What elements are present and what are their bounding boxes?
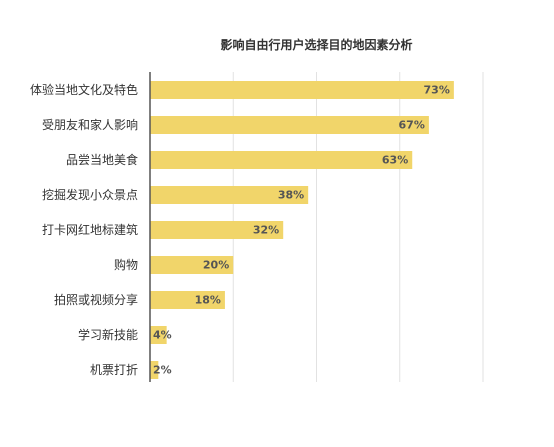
category-label: 品尝当地美食: [66, 152, 138, 167]
bar: [150, 151, 413, 169]
data-label: 73%: [424, 84, 450, 97]
data-label: 18%: [195, 294, 221, 307]
category-label: 打卡网红地标建筑: [42, 222, 138, 237]
category-label: 拍照或视频分享: [54, 292, 138, 307]
data-label: 32%: [253, 224, 279, 237]
data-label: 20%: [203, 259, 229, 272]
category-label: 挖掘发现小众景点: [42, 187, 138, 202]
category-label: 受朋友和家人影响: [42, 117, 138, 132]
chart-title: 影响自由行用户选择目的地因素分析: [220, 38, 413, 52]
data-label: 38%: [278, 189, 304, 202]
bar: [150, 361, 159, 379]
category-label: 机票打折: [90, 362, 138, 377]
bar: [150, 256, 234, 274]
data-label: 63%: [382, 154, 408, 167]
bar: [150, 291, 225, 309]
bar: [150, 116, 429, 134]
category-label: 购物: [114, 257, 138, 272]
data-label: 67%: [399, 119, 425, 132]
bar: [150, 326, 167, 344]
data-label: 4%: [153, 329, 172, 342]
category-label: 学习新技能: [78, 327, 138, 342]
category-label: 体验当地文化及特色: [30, 82, 138, 97]
data-label: 2%: [153, 364, 172, 377]
bar: [150, 221, 284, 239]
bar: [150, 81, 454, 99]
bar: [150, 186, 309, 204]
